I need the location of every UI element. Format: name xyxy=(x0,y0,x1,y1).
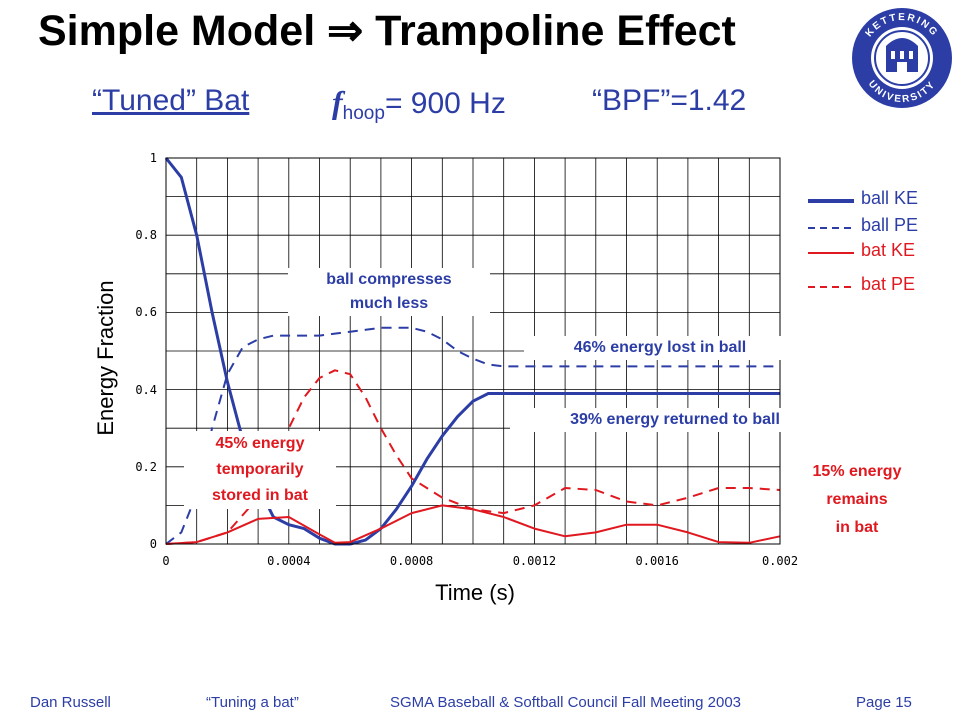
annotation-remains-in-bat: 15% energy remains in bat xyxy=(782,458,932,542)
x-tick-label: 0.0004 xyxy=(267,554,311,568)
y-tick-label: 0.4 xyxy=(135,382,157,397)
annotation-line: ball compresses xyxy=(326,271,452,288)
legend-label: bat KE xyxy=(861,240,916,260)
university-seal-icon: KETTERING UNIVERSITY xyxy=(852,8,952,108)
legend-swatch-bat-ke xyxy=(808,252,854,254)
annotation-line: remains xyxy=(826,491,888,508)
annotation-stored-in-bat: 45% energy temporarily stored in bat xyxy=(184,431,336,509)
x-tick-label: 0.002 xyxy=(761,554,799,568)
x-tick-label: 0.0012 xyxy=(512,554,557,568)
footer-author: Dan Russell xyxy=(30,694,111,711)
y-tick-label: 0 xyxy=(149,537,157,551)
legend-label: ball KE xyxy=(861,188,919,208)
tuned-bat-label: “Tuned” Bat xyxy=(92,84,250,117)
y-axis-label: Energy Fraction xyxy=(93,280,118,436)
annotation-ball-compresses: ball compresses much less xyxy=(288,268,490,316)
x-axis-label: Time (s) xyxy=(435,580,515,605)
legend-label: bat PE xyxy=(861,274,916,294)
footer-talk-title: “Tuning a bat” xyxy=(206,694,299,711)
x-tick-label: 0.0016 xyxy=(635,554,679,568)
legend-label: ball PE xyxy=(861,215,919,235)
legend-swatch-ball-ke xyxy=(808,199,854,203)
y-tick-label: 0.2 xyxy=(135,459,157,474)
legend-swatch-bat-pe xyxy=(808,286,854,288)
annotation-energy-lost: 46% energy lost in ball xyxy=(524,336,796,360)
annotation-energy-returned: 39% energy returned to ball xyxy=(510,408,840,432)
annotation-line: 15% energy xyxy=(812,463,902,480)
annotation-line: in bat xyxy=(835,519,879,536)
hoop-frequency-value: = 900 Hz xyxy=(384,87,506,120)
y-tick-label: 1 xyxy=(149,151,157,165)
hoop-frequency-label: fhoop= 900 Hz xyxy=(332,84,506,125)
footer-venue: SGMA Baseball & Softball Council Fall Me… xyxy=(390,694,742,711)
footer-page-number: Page 15 xyxy=(856,694,912,711)
f-symbol: f xyxy=(332,84,343,120)
legend-swatch-ball-pe xyxy=(808,227,854,229)
y-tick-label: 0.6 xyxy=(135,305,157,320)
series-line-bat-ke xyxy=(165,504,781,545)
y-tick-label: 0.8 xyxy=(135,228,157,243)
hoop-subscript: hoop xyxy=(342,103,385,124)
annotation-line: stored in bat xyxy=(211,487,308,504)
x-tick-label: 0 xyxy=(162,554,170,568)
annotation-line: much less xyxy=(349,295,429,312)
annotation-line: 39% energy returned to ball xyxy=(570,411,780,428)
annotation-line: 45% energy xyxy=(215,435,305,452)
annotation-line: 46% energy lost in ball xyxy=(573,339,747,356)
slide-title: Simple Model ⇒ Trampoline Effect xyxy=(38,7,736,55)
bpf-label: “BPF”=1.42 xyxy=(592,84,747,117)
x-tick-label: 0.0008 xyxy=(389,554,434,568)
annotation-line: temporarily xyxy=(216,461,304,478)
